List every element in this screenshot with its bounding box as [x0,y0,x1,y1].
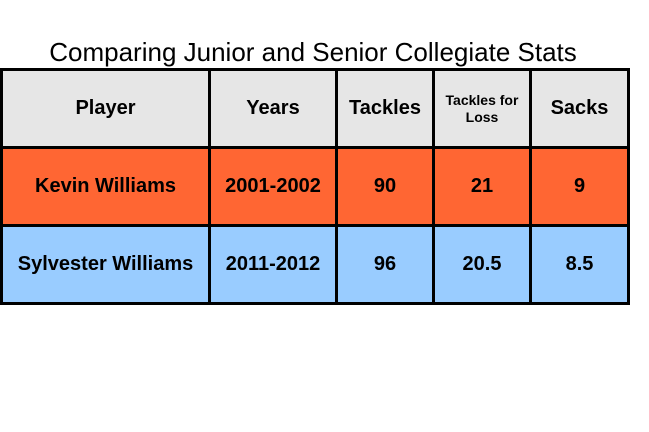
header-years: Years [208,68,338,149]
chart-title: Comparing Junior and Senior Collegiate S… [49,37,577,67]
table-row: Kevin Williams 2001-2002 90 21 9 [0,146,630,227]
cell-years: 2011-2012 [208,224,338,305]
cell-tackles-for-loss: 21 [432,146,532,227]
cell-player: Kevin Williams [0,146,211,227]
header-sacks: Sacks [529,68,630,149]
header-tackles: Tackles [335,68,435,149]
cell-tackles: 90 [335,146,435,227]
cell-tackles-for-loss: 20.5 [432,224,532,305]
cell-player: Sylvester Williams [0,224,211,305]
cell-years: 2001-2002 [208,146,338,227]
cell-sacks: 8.5 [529,224,630,305]
cell-tackles: 96 [335,224,435,305]
stats-table: Player Years Tackles Tackles for Loss Sa… [0,68,630,305]
cell-sacks: 9 [529,146,630,227]
header-tackles-for-loss: Tackles for Loss [432,68,532,149]
table-header-row: Player Years Tackles Tackles for Loss Sa… [0,68,630,149]
table-row: Sylvester Williams 2011-2012 96 20.5 8.5 [0,224,630,305]
header-player: Player [0,68,211,149]
